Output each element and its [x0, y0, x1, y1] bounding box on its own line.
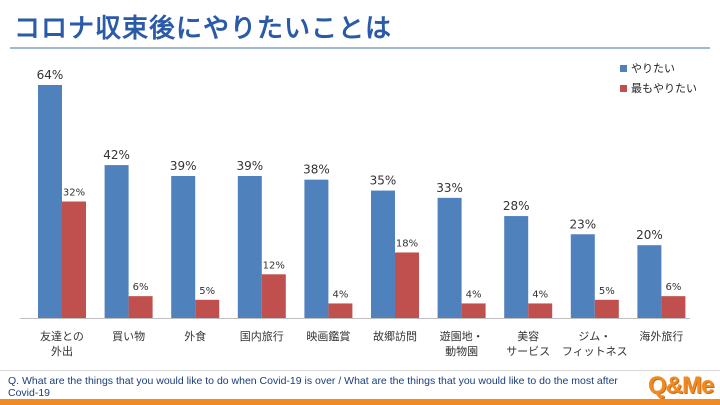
bar-1-9 [570, 234, 595, 318]
data-label-1-9: 23% [569, 217, 596, 231]
category-label-10-line-1: 海外旅行 [639, 329, 683, 343]
category-label-8-line-1: 美容 [517, 329, 539, 343]
bar-1-2 [104, 165, 129, 318]
bar-1-4 [237, 176, 262, 318]
bar-2-1 [62, 201, 86, 318]
bar-2-8 [528, 303, 553, 318]
data-label-2-9: 5% [599, 286, 615, 297]
bar-2-4 [261, 274, 286, 318]
data-label-2-6: 18% [396, 238, 418, 249]
category-label-6-line-1: 故郷訪問 [373, 329, 417, 343]
bar-2-6 [395, 252, 419, 318]
title-divider [10, 47, 710, 49]
legend-label-series-2: 最もやりたい [631, 82, 697, 95]
category-label-1-line-2: 外出 [51, 344, 73, 358]
bar-1-3 [171, 176, 196, 318]
data-label-2-2: 6% [133, 282, 149, 293]
bar-1-7 [437, 197, 462, 318]
bar-1-5 [304, 179, 329, 318]
category-label-2-line-1: 買い物 [112, 329, 145, 343]
data-label-2-5: 4% [332, 289, 348, 300]
data-label-2-10: 6% [665, 282, 681, 293]
bar-1-10 [637, 245, 662, 318]
bar-2-9 [594, 299, 619, 318]
bar-2-2 [128, 296, 153, 318]
data-label-2-7: 4% [466, 289, 482, 300]
brand-logo: Q&Me [648, 372, 714, 399]
data-label-2-1: 32% [63, 188, 85, 199]
bar-2-3 [195, 299, 220, 318]
data-label-1-10: 20% [636, 228, 663, 242]
data-label-1-3: 39% [170, 159, 197, 173]
legend-swatch-series-1 [620, 64, 627, 72]
category-label-7-line-2: 動物園 [445, 344, 478, 358]
data-label-1-7: 33% [436, 181, 463, 195]
legend-item-series-2: 最もやりたい [620, 80, 697, 96]
category-label-4-line-1: 国内旅行 [240, 329, 284, 343]
bar-2-7 [461, 303, 486, 318]
category-label-8-line-2: サービス [506, 345, 550, 358]
bar-1-1 [38, 85, 62, 318]
data-label-2-8: 4% [532, 289, 548, 300]
bar-2-5 [328, 303, 353, 318]
data-label-1-6: 35% [370, 174, 397, 188]
data-label-2-4: 12% [263, 260, 285, 271]
category-label-3-line-1: 外食 [184, 329, 206, 343]
legend-swatch-series-2 [620, 84, 627, 92]
category-label-9-line-2: フィットネス [562, 345, 628, 358]
legend-label-series-1: やりたい [631, 62, 675, 75]
chart-legend: やりたい 最もやりたい [620, 60, 697, 100]
legend-item-series-1: やりたい [620, 60, 697, 76]
data-label-1-1: 64% [37, 68, 64, 82]
data-label-1-2: 42% [103, 148, 130, 162]
footer-band [0, 399, 720, 405]
category-label-5-line-1: 映画鑑賞 [306, 329, 350, 343]
data-label-2-3: 5% [199, 286, 215, 297]
category-label-1-line-1: 友達との [40, 329, 84, 343]
bar-1-6 [371, 190, 395, 318]
data-label-1-8: 28% [503, 199, 530, 213]
bar-2-10 [661, 296, 686, 318]
footer-divider [0, 370, 720, 371]
data-label-1-4: 39% [236, 159, 263, 173]
category-label-7-line-1: 遊園地・ [440, 329, 484, 343]
data-label-1-5: 38% [303, 163, 330, 177]
bar-1-8 [504, 216, 529, 318]
category-label-9-line-1: ジム・ [578, 330, 611, 343]
survey-question: Q. What are the things that you would li… [8, 375, 618, 399]
page-title: コロナ収束後にやりたいことは [14, 14, 393, 44]
